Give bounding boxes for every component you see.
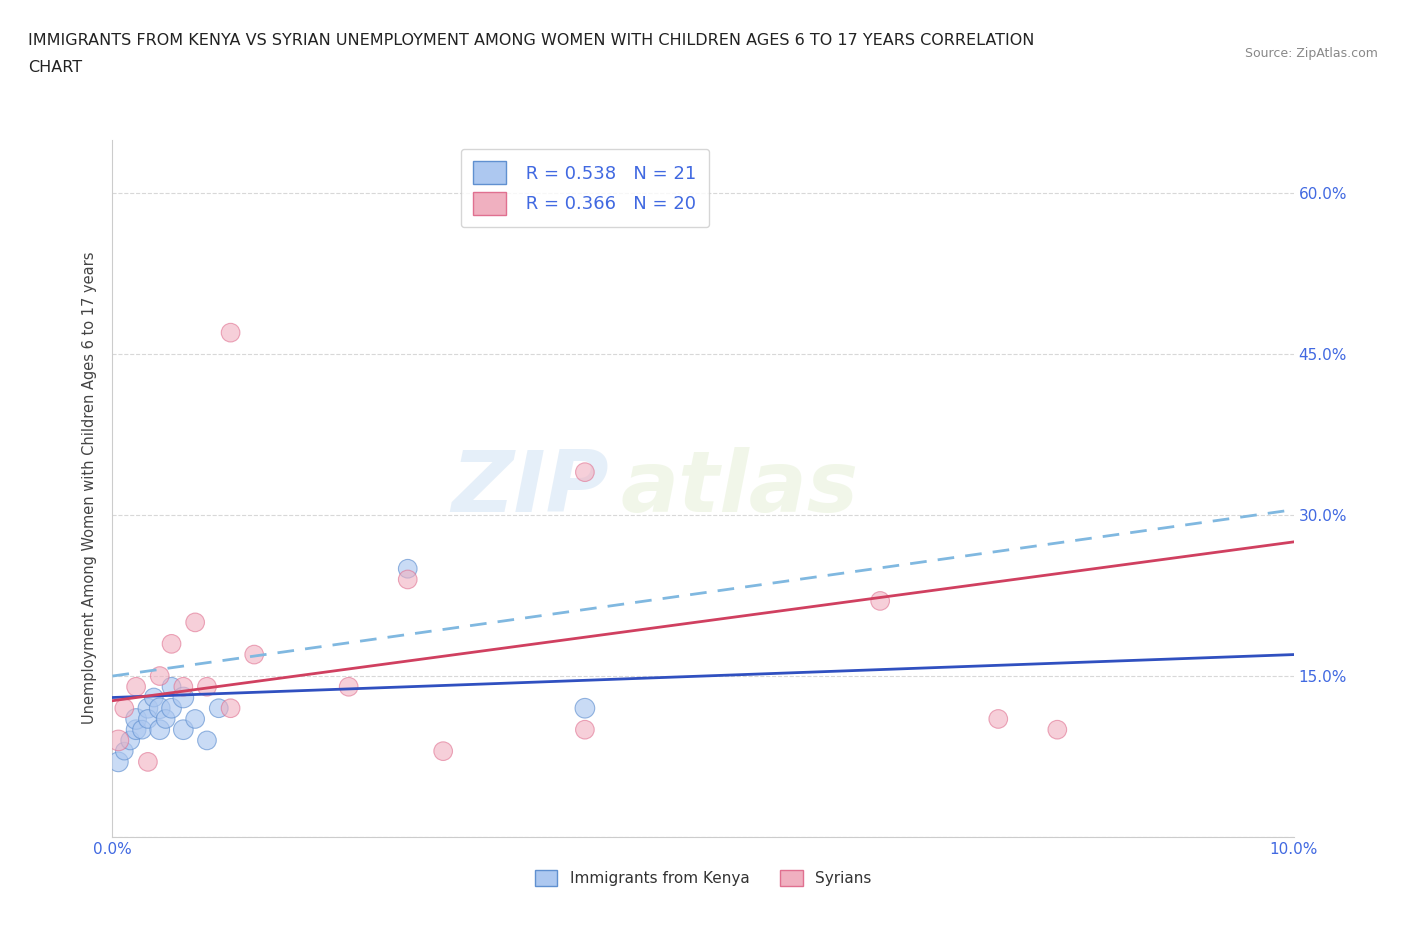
Text: IMMIGRANTS FROM KENYA VS SYRIAN UNEMPLOYMENT AMONG WOMEN WITH CHILDREN AGES 6 TO: IMMIGRANTS FROM KENYA VS SYRIAN UNEMPLOY…	[28, 33, 1035, 47]
Point	[208, 701, 231, 716]
Point	[396, 572, 419, 587]
Point	[337, 679, 360, 694]
Point	[432, 744, 454, 759]
Point	[987, 711, 1010, 726]
Point	[112, 701, 135, 716]
Point	[160, 679, 183, 694]
Point	[184, 711, 207, 726]
Point	[125, 723, 148, 737]
Text: Source: ZipAtlas.com: Source: ZipAtlas.com	[1244, 46, 1378, 60]
Point	[131, 723, 153, 737]
Point	[195, 733, 218, 748]
Point	[125, 711, 148, 726]
Point	[574, 701, 596, 716]
Point	[396, 562, 419, 577]
Point	[184, 615, 207, 630]
Point	[160, 636, 183, 651]
Text: CHART: CHART	[28, 60, 82, 75]
Point	[172, 723, 194, 737]
Text: ZIP: ZIP	[451, 446, 609, 530]
Point	[172, 690, 194, 705]
Point	[136, 754, 159, 769]
Point	[160, 701, 183, 716]
Point	[869, 593, 891, 608]
Point	[149, 723, 172, 737]
Point	[149, 701, 172, 716]
Point	[574, 465, 596, 480]
Point	[112, 744, 135, 759]
Point	[155, 711, 177, 726]
Point	[107, 754, 129, 769]
Point	[219, 326, 242, 340]
Point	[243, 647, 266, 662]
Point	[136, 701, 159, 716]
Point	[574, 723, 596, 737]
Point	[107, 733, 129, 748]
Point	[142, 690, 165, 705]
Y-axis label: Unemployment Among Women with Children Ages 6 to 17 years: Unemployment Among Women with Children A…	[82, 252, 97, 724]
Point	[125, 679, 148, 694]
Point	[195, 679, 218, 694]
Text: atlas: atlas	[620, 446, 859, 530]
Point	[172, 679, 194, 694]
Point	[219, 701, 242, 716]
Point	[149, 669, 172, 684]
Point	[120, 733, 142, 748]
Point	[1046, 723, 1069, 737]
Point	[136, 711, 159, 726]
Legend: Immigrants from Kenya, Syrians: Immigrants from Kenya, Syrians	[529, 864, 877, 892]
